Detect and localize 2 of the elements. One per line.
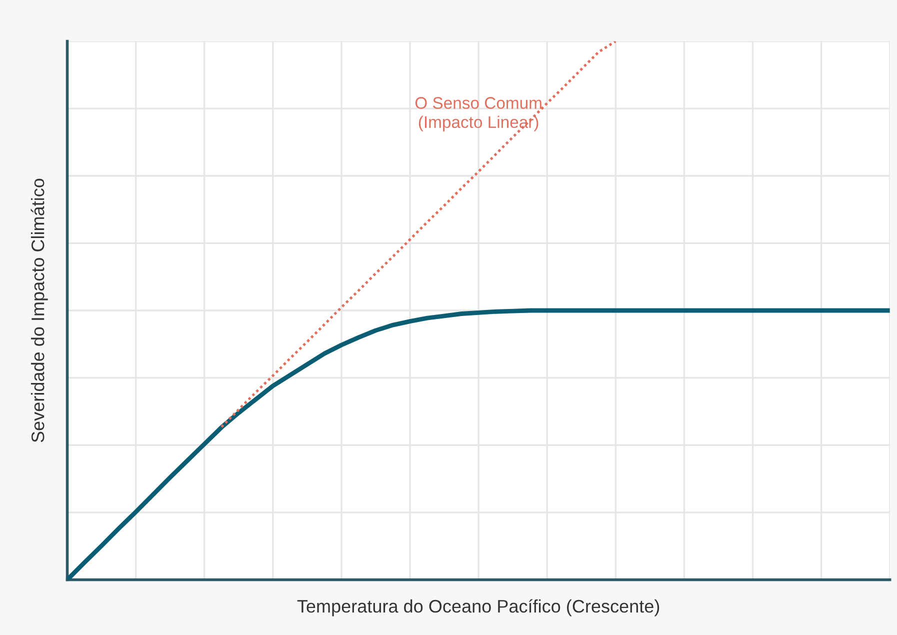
x-axis-title: Temperatura do Oceano Pacífico (Crescente) [297,599,660,616]
y-axis-title: Severidade do Impacto Climático [30,178,48,442]
